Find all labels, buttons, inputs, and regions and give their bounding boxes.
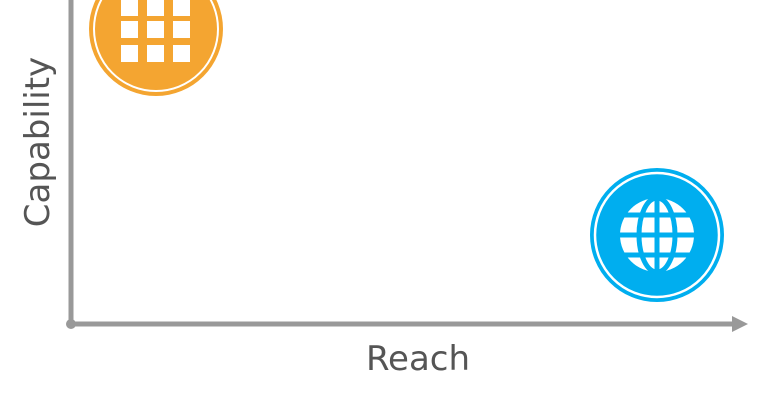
origin-dot xyxy=(66,319,76,329)
app-grid-badge xyxy=(89,0,223,96)
app-grid-icon xyxy=(121,0,190,62)
y-axis-label: Capability xyxy=(18,56,58,228)
globe-icon xyxy=(619,195,695,275)
x-axis-label: Reach xyxy=(365,339,471,379)
globe-badge xyxy=(590,168,724,302)
x-axis-arrow-icon xyxy=(732,316,748,332)
